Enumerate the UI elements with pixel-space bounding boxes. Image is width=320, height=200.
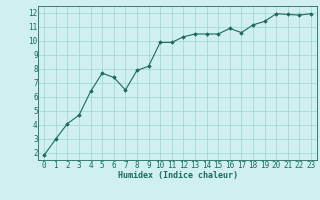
X-axis label: Humidex (Indice chaleur): Humidex (Indice chaleur): [118, 171, 238, 180]
